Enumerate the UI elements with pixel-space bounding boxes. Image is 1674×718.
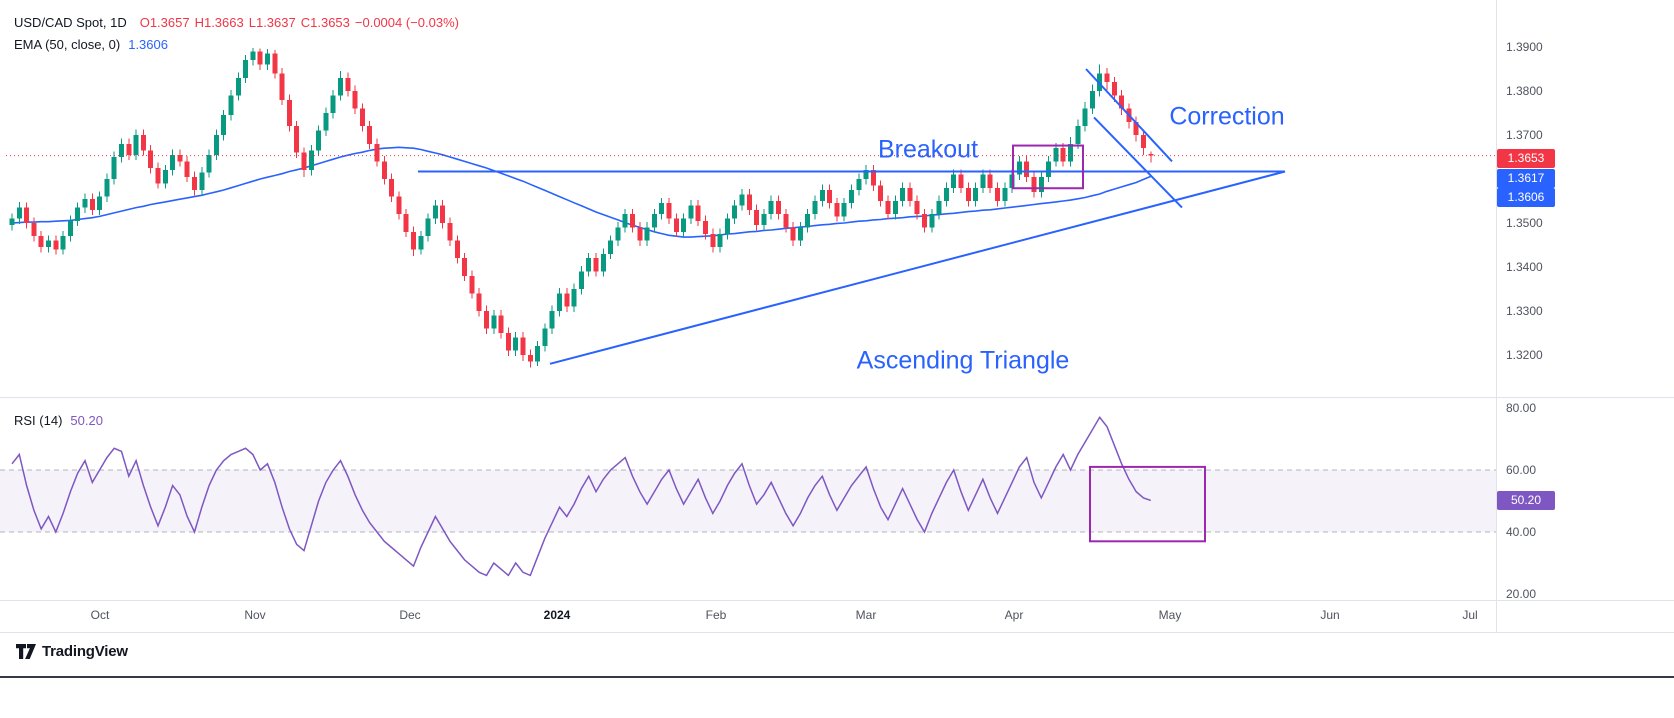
rsi-box[interactable] (1089, 465, 1206, 543)
chart-bottom-separator (0, 632, 1674, 633)
line-price-badge: 1.3617 (1497, 169, 1555, 188)
footer: TradingView (16, 643, 128, 660)
time-axis-label: May (1158, 608, 1182, 622)
price-axis-label: 1.3200 (1506, 348, 1543, 362)
ascending-trendline[interactable] (549, 170, 1286, 365)
rsi-axis-label: 80.00 (1506, 401, 1537, 415)
rsi-axis-label: 40.00 (1506, 525, 1537, 539)
rsi-legend[interactable]: RSI (14) 50.20 (14, 413, 103, 428)
rsi-axis-label: 20.00 (1506, 587, 1537, 601)
breakout-box[interactable] (1012, 144, 1084, 190)
ohlc-open: O1.3657 (139, 15, 190, 30)
symbol-title[interactable]: USD/CAD Spot, 1D (14, 15, 127, 30)
time-axis-separator (0, 600, 1674, 601)
ohlc-close: C1.3653 (300, 15, 350, 30)
rsi-line[interactable] (11, 415, 1152, 577)
ema-line[interactable] (11, 146, 1152, 238)
time-axis-label: Jun (1320, 608, 1340, 622)
price-axis-label: 1.3300 (1506, 304, 1543, 318)
last-price-badge: 1.3653 (1497, 149, 1555, 168)
ascending-triangle-annotation[interactable]: Ascending Triangle (856, 346, 1070, 375)
time-axis-label: Feb (705, 608, 727, 622)
ema-label: EMA (50, close, 0) (14, 37, 121, 52)
price-axis[interactable]: 1.3900 1.3800 1.3700 1.3500 1.3400 1.3300 1.32… (1497, 0, 1674, 632)
time-axis-label: Apr (1004, 608, 1024, 622)
chart-canvas[interactable] (0, 0, 1674, 634)
breakout-annotation[interactable]: Breakout (877, 135, 979, 164)
correction-trendline[interactable] (1085, 68, 1173, 163)
correction-annotation[interactable]: Correction (1169, 102, 1285, 131)
price-axis-label: 1.3500 (1506, 216, 1543, 230)
price-axis-label: 1.3900 (1506, 40, 1543, 54)
window-bottom-edge (0, 676, 1674, 678)
tradingview-brand[interactable]: TradingView (42, 643, 128, 660)
time-axis-label: Dec (399, 608, 421, 622)
ema-legend[interactable]: EMA (50, close, 0) 1.3606 (14, 37, 168, 52)
ohlc-change: −0.0004 (−0.03%) (354, 15, 459, 30)
price-axis-label: 1.3700 (1506, 128, 1543, 142)
time-axis-label: Mar (855, 608, 877, 622)
candles (9, 47, 1154, 368)
symbol-legend[interactable]: USD/CAD Spot, 1D O1.3657 H1.3663 L1.3637 C1.… (14, 15, 459, 30)
ohlc-low: L1.3637 (248, 15, 296, 30)
time-axis-label: 2024 (543, 608, 571, 622)
rsi-value-badge: 50.20 (1497, 490, 1555, 510)
rsi-axis-label: 60.00 (1506, 463, 1537, 477)
rsi-value: 50.20 (70, 413, 103, 428)
tradingview-logo-icon[interactable] (16, 643, 36, 660)
ema-value: 1.3606 (128, 37, 168, 52)
ohlc-high: H1.3663 (194, 15, 244, 30)
price-axis-label: 1.3800 (1506, 84, 1543, 98)
rsi-label: RSI (14) (14, 413, 63, 428)
time-axis-label: Nov (244, 608, 266, 622)
time-axis-label: Oct (90, 608, 110, 622)
price-axis-label: 1.3400 (1506, 260, 1543, 274)
price-axis-separator (1496, 0, 1497, 632)
correction-trendline[interactable] (1093, 116, 1183, 209)
line-price-badge: 1.3606 (1497, 188, 1555, 207)
pane-separator[interactable] (0, 397, 1674, 398)
time-axis-label: Jul (1462, 608, 1478, 622)
